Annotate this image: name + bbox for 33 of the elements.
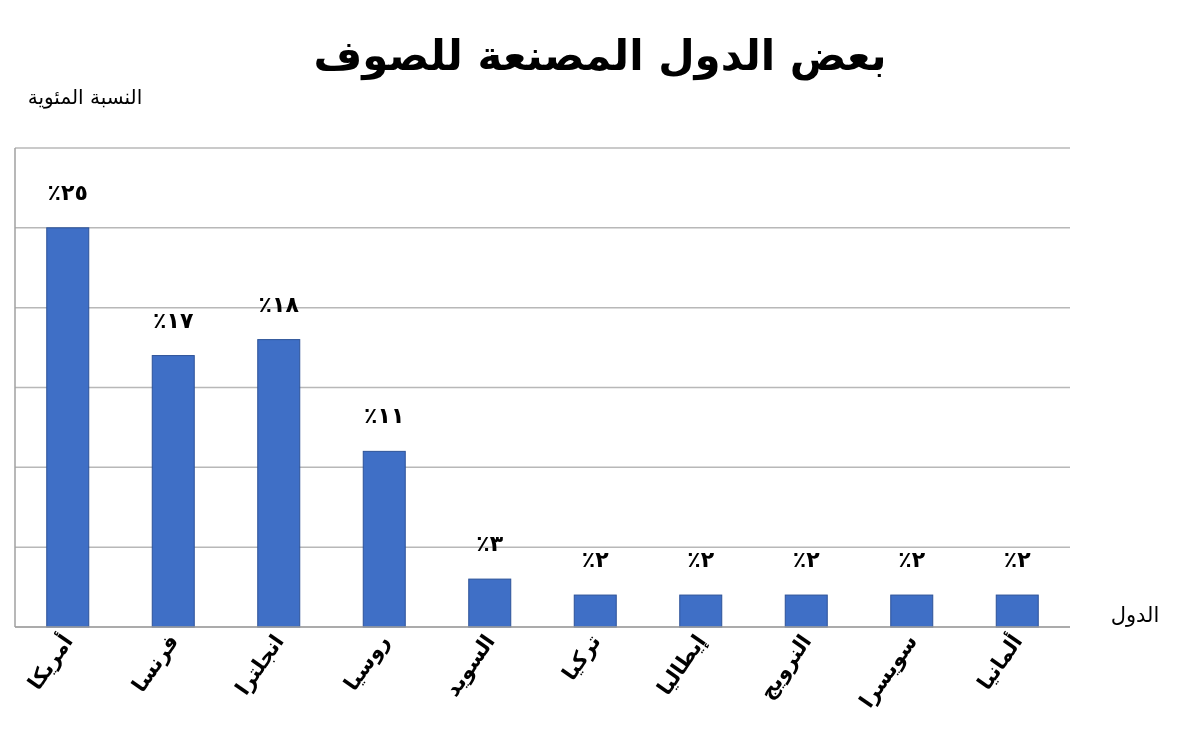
x-tick-label: تركيا bbox=[557, 630, 606, 685]
x-tick-label: السويد bbox=[440, 630, 500, 701]
y-axis-title: النسبة المئوية bbox=[27, 85, 143, 109]
data-label: ٢٪ bbox=[898, 547, 926, 573]
x-axis-title: الدول bbox=[1110, 603, 1160, 627]
x-tick-label: ألمانيا bbox=[970, 628, 1028, 695]
chart-title: بعض الدول المصنعة للصوف bbox=[313, 31, 887, 81]
bar bbox=[679, 594, 723, 628]
bar bbox=[151, 355, 195, 628]
bar bbox=[468, 578, 512, 628]
x-tick-label: أمريكا bbox=[20, 628, 78, 695]
x-tick-label: فرنسا bbox=[127, 630, 184, 697]
x-tick-label: روسيا bbox=[338, 630, 395, 695]
bar bbox=[573, 594, 617, 628]
data-label: ٢٥٪ bbox=[47, 179, 88, 205]
data-label: ١٨٪ bbox=[258, 291, 300, 317]
data-label: ٢٪ bbox=[792, 547, 821, 573]
data-label: ٢٪ bbox=[581, 547, 610, 573]
data-label: ٢٪ bbox=[1003, 547, 1032, 573]
data-label: ١١٪ bbox=[364, 403, 405, 429]
bar bbox=[257, 339, 301, 628]
bar bbox=[995, 594, 1039, 628]
x-tick-label: انجلترا bbox=[230, 630, 289, 700]
x-tick-label: النرويج bbox=[754, 630, 817, 704]
bar bbox=[46, 227, 90, 628]
x-tick-label: سويسرا bbox=[854, 630, 922, 713]
bar bbox=[784, 594, 828, 628]
x-tick-label: إيطاليا bbox=[652, 630, 711, 700]
data-label: ١٧٪ bbox=[153, 307, 194, 333]
bar bbox=[890, 594, 934, 628]
data-label: ٣٪ bbox=[476, 531, 504, 557]
data-label: ٢٪ bbox=[687, 547, 715, 573]
bar bbox=[362, 450, 406, 628]
